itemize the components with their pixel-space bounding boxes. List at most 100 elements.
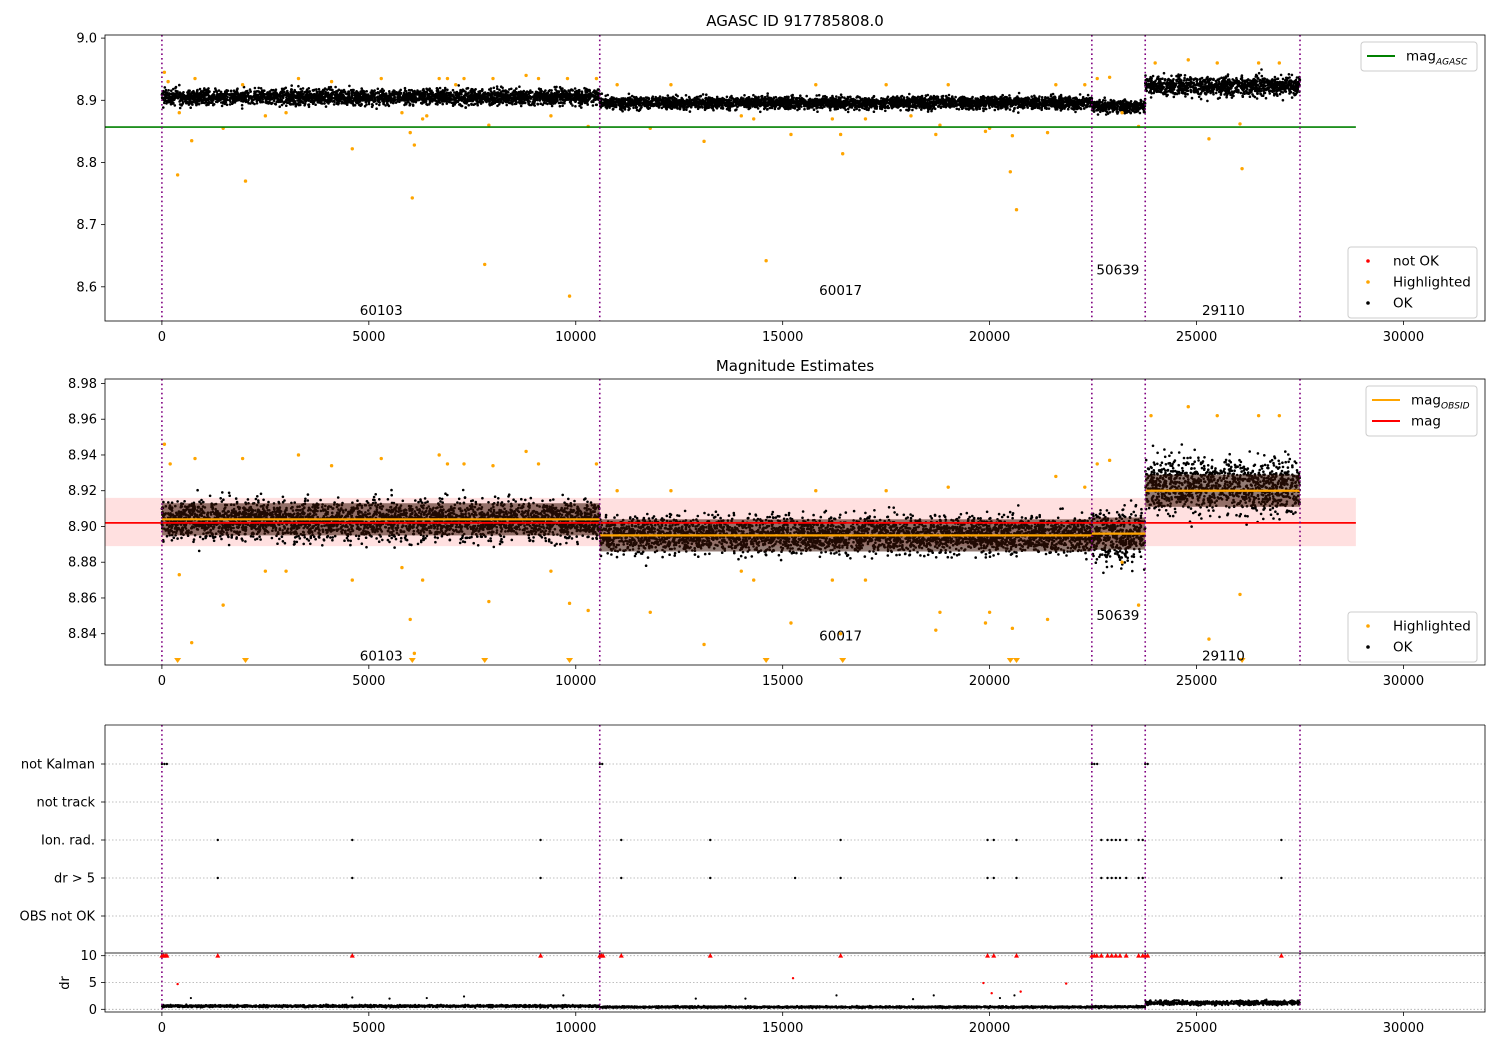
panel-1-ok-point: [249, 102, 252, 105]
panel-1-ok-point: [489, 87, 493, 90]
panel-1-ok-point: [454, 91, 458, 94]
panel-1-ok-point: [422, 93, 426, 97]
panel-1-ok-point: [393, 92, 397, 96]
panel-1-ok-point: [253, 86, 257, 90]
panel-1-ok-point: [454, 101, 458, 104]
panel-1-ok-point: [502, 96, 506, 99]
panel-1-ok-point: [473, 102, 477, 106]
panel-1-ok-point: [508, 88, 511, 91]
panel-1-ok-point: [486, 93, 490, 97]
panel-1-ok-point: [427, 97, 430, 100]
panel-1-ok-point: [433, 98, 437, 101]
panel-1-ok-point: [327, 94, 331, 97]
panel-1-ok-point: [363, 104, 367, 108]
panel-1-ok-point: [513, 102, 517, 106]
panel-1-ok-point: [440, 98, 444, 102]
panel-1-ok-point: [171, 101, 174, 104]
panel-1-ok-point: [957, 108, 961, 111]
panel-1-ok-point: [186, 94, 189, 98]
panel-1-ok-point: [463, 98, 467, 102]
panel-1-ok-point: [1047, 107, 1051, 110]
panel-1-ok-point: [456, 100, 460, 104]
panel-1-ok-point: [595, 91, 599, 95]
panel-1-ok-point: [243, 94, 247, 97]
panel-1-ok-point: [323, 97, 326, 100]
panel-1-ok-point: [179, 94, 182, 98]
panel-1-ok-point: [550, 91, 553, 95]
panel-1-ok-point: [407, 96, 411, 99]
panel-1-ok-point: [592, 94, 595, 97]
panel-1-ok-point: [701, 93, 705, 96]
panel-1-ok-point: [343, 99, 347, 103]
panel-1-ok-point: [555, 93, 559, 96]
panel-1-ok-point: [394, 101, 398, 104]
panel-1-ok-point: [282, 88, 285, 91]
panel-4-ylabel: dr: [58, 976, 73, 990]
panel-1-ok-point: [203, 87, 206, 90]
panel-1-ok-point: [270, 95, 273, 98]
panel-1-ok-point: [559, 96, 562, 100]
panel-1-ok-point: [558, 104, 562, 108]
panel-1-ok-point: [529, 97, 533, 100]
panel-1-ok-point: [272, 89, 275, 92]
panel-1-ok-point: [411, 103, 415, 106]
panel-1-ok-point: [445, 96, 449, 99]
panel-1-ok-point: [592, 100, 595, 104]
panel-1-ok-point: [490, 103, 494, 106]
panel-1-ok-point: [376, 87, 380, 91]
panel-1-ok-point: [467, 103, 471, 107]
panel-1-ok-point: [292, 101, 296, 105]
panel-1-ok-point: [176, 96, 180, 100]
panel-1-ok-point: [290, 88, 293, 91]
panel-1-ok-point: [518, 85, 521, 88]
panel-1-ok-point: [348, 84, 351, 88]
panel-1-ok-point: [436, 96, 440, 100]
panel-1-ok-point: [298, 97, 301, 101]
panel-1-ok-point: [292, 95, 296, 98]
panel-1-ok-point: [1074, 110, 1077, 114]
panel-1-ok-point: [375, 102, 378, 106]
panel-1-ok-point: [612, 107, 615, 111]
panel-1-ok-point: [396, 91, 400, 95]
panel-1-ok-point: [1033, 94, 1036, 98]
panel-1-ok-point: [295, 94, 298, 97]
panel-1-ok-point: [173, 95, 177, 99]
panel-1-ok-point: [305, 90, 308, 93]
panel-1-ok-point: [550, 94, 554, 98]
panel-1-ok-point: [519, 90, 523, 93]
panel-1-ok-point: [311, 89, 315, 92]
panel-1-ok-point: [566, 93, 570, 96]
panel-1-ok-point: [160, 96, 164, 99]
panel-1-ok-point: [324, 90, 327, 94]
panel-1-ok-point: [339, 95, 343, 98]
panel-1-ok-point: [517, 101, 520, 104]
panel-1-ok-point: [574, 92, 577, 95]
panel-1-ok-point: [259, 87, 263, 90]
panel-1-ok-point: [582, 94, 586, 97]
panel-1-ok-point: [411, 100, 415, 103]
panel-1-ok-point: [884, 109, 887, 113]
panel-1-ok-point: [444, 88, 447, 91]
panel-1-ok-point: [453, 96, 456, 99]
panel-1-ok-point: [370, 94, 374, 97]
panel-1-ok-point: [867, 108, 870, 112]
panel-1-ok-point: [339, 92, 343, 96]
panel-1-ok-point: [425, 102, 428, 106]
panel-1-ok-point: [505, 96, 508, 100]
panel-1-ok-point: [550, 104, 554, 108]
panel-1-ok-point: [569, 88, 573, 92]
panel-1-ok-point: [441, 102, 445, 106]
panel-1-ok-point: [445, 91, 448, 94]
panel-1-ok-point: [236, 98, 240, 101]
panel-1-ok-point: [470, 90, 474, 93]
panel-1-ok-point: [573, 87, 577, 90]
panel-1-ok-point: [1059, 109, 1063, 112]
panel-1-ok-point: [495, 97, 498, 100]
panel-1-ok-point: [240, 103, 244, 107]
panel-1-ok-point: [407, 88, 411, 92]
panel-1-ok-point: [495, 85, 499, 88]
panel-1-ok-point: [276, 93, 280, 97]
panel-1-ok-point: [583, 100, 587, 104]
panel-1-ok-point: [214, 97, 217, 100]
